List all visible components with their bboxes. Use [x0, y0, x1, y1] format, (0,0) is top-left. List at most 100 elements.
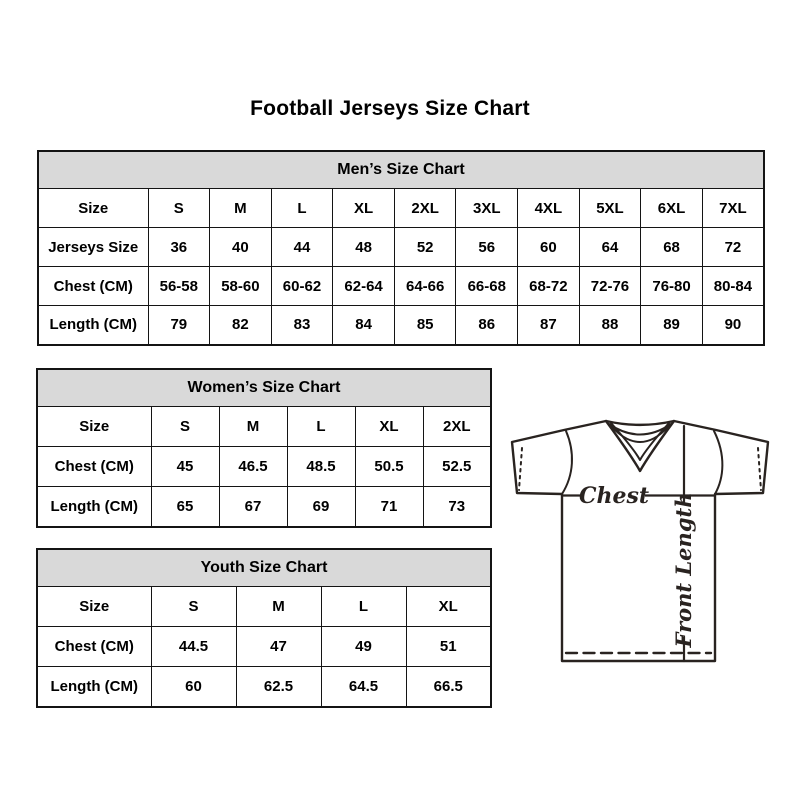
table-row: Chest (CM) 45 46.5 48.5 50.5 52.5 [36, 446, 492, 487]
value-cell: 71 [354, 486, 424, 527]
value-cell: 3XL [455, 188, 519, 228]
value-cell: 88 [578, 305, 642, 345]
value-cell: 5XL [578, 188, 642, 228]
value-cell: 52.5 [422, 446, 492, 487]
table-title-row: Women’s Size Chart [36, 368, 492, 407]
value-cell: 56 [455, 227, 519, 267]
row-header-cell: Size [37, 188, 149, 228]
table-title-row: Men’s Size Chart [37, 150, 765, 189]
value-cell: 68 [640, 227, 703, 267]
womens-size-table: Women’s Size Chart Size S M L XL 2XL Chest (CM)… [36, 368, 492, 528]
value-cell: 60-62 [270, 266, 334, 306]
value-cell: L [270, 188, 334, 228]
value-cell: 85 [393, 305, 457, 345]
row-header-cell: Length (CM) [36, 666, 152, 707]
front-length-label-backplate [673, 503, 695, 637]
value-cell: 60 [150, 666, 237, 707]
value-cell: 58-60 [209, 266, 272, 306]
value-cell: 82 [209, 305, 272, 345]
value-cell: 76-80 [640, 266, 703, 306]
value-cell: 80-84 [701, 266, 765, 306]
row-header-cell: Size [36, 586, 152, 627]
value-cell: 72-76 [578, 266, 642, 306]
table-row: Jerseys Size 36 40 44 48 52 56 60 64 68 72 [37, 227, 765, 267]
value-cell: 64 [578, 227, 642, 267]
table-row: Size S M L XL 2XL 3XL 4XL 5XL 6XL 7XL [37, 188, 765, 228]
table-row: Size S M L XL [36, 586, 492, 627]
right-cuff-stitch-line [757, 447, 762, 491]
value-cell: 66-68 [455, 266, 519, 306]
value-cell: 62.5 [235, 666, 322, 707]
value-cell: 56-58 [147, 266, 211, 306]
value-cell: 44 [270, 227, 334, 267]
value-cell: 50.5 [354, 446, 424, 487]
value-cell: 4XL [517, 188, 580, 228]
value-cell: 69 [286, 486, 356, 527]
chest-label-backplate [583, 484, 645, 506]
row-header-cell: Chest (CM) [36, 446, 152, 487]
value-cell: 90 [701, 305, 765, 345]
value-cell: XL [405, 586, 492, 627]
value-cell: L [286, 406, 356, 447]
value-cell: 48.5 [286, 446, 356, 487]
row-header-cell: Length (CM) [36, 486, 152, 527]
row-header-cell: Jerseys Size [37, 227, 149, 267]
collar-back-curve-2 [611, 426, 669, 443]
table-row: Chest (CM) 44.5 47 49 51 [36, 626, 492, 667]
table-title-row: Youth Size Chart [36, 548, 492, 587]
jersey-illustration: Chest Front Length [510, 419, 770, 663]
value-cell: 45 [150, 446, 220, 487]
value-cell: M [218, 406, 288, 447]
value-cell: 89 [640, 305, 703, 345]
value-cell: 36 [147, 227, 211, 267]
row-header-cell: Chest (CM) [37, 266, 149, 306]
value-cell: 86 [455, 305, 519, 345]
value-cell: 72 [701, 227, 765, 267]
row-header-cell: Length (CM) [37, 305, 149, 345]
left-sleeve-seam [561, 430, 573, 495]
table-row: Length (CM) 79 82 83 84 85 86 87 88 89 90 [37, 305, 765, 345]
value-cell: 68-72 [517, 266, 580, 306]
value-cell: S [150, 586, 237, 627]
right-sleeve-seam [713, 430, 724, 495]
page-title: Football Jerseys Size Chart [250, 97, 530, 120]
mens-size-table: Men’s Size Chart Size S M L XL 2XL 3XL 4XL 5XL 6XL… [37, 150, 765, 346]
table-row: Chest (CM) 56-58 58-60 60-62 62-64 64-66 66-68… [37, 266, 765, 306]
table-row: Length (CM) 60 62.5 64.5 66.5 [36, 666, 492, 707]
value-cell: 66.5 [405, 666, 492, 707]
value-cell: 79 [147, 305, 211, 345]
front-length-label: Front Length [671, 493, 696, 649]
value-cell: 64.5 [320, 666, 407, 707]
vneck-outer-line [604, 419, 676, 473]
value-cell: S [150, 406, 220, 447]
value-cell: XL [354, 406, 424, 447]
row-header-cell: Size [36, 406, 152, 447]
value-cell: 84 [332, 305, 395, 345]
table-title: Youth Size Chart [36, 548, 492, 587]
value-cell: 2XL [393, 188, 457, 228]
value-cell: 2XL [422, 406, 492, 447]
value-cell: 49 [320, 626, 407, 667]
value-cell: 6XL [640, 188, 703, 228]
value-cell: 65 [150, 486, 220, 527]
value-cell: 44.5 [150, 626, 237, 667]
left-cuff-stitch-line [518, 447, 523, 491]
value-cell: 73 [422, 486, 492, 527]
youth-size-table: Youth Size Chart Size S M L XL Chest (CM) 44.5 4… [36, 548, 492, 708]
table-row: Length (CM) 65 67 69 71 73 [36, 486, 492, 527]
value-cell: 51 [405, 626, 492, 667]
value-cell: 64-66 [393, 266, 457, 306]
value-cell: S [147, 188, 211, 228]
value-cell: 40 [209, 227, 272, 267]
jersey-measurement-diagram: Chest Front Length [500, 400, 780, 680]
table-title: Women’s Size Chart [36, 368, 492, 407]
value-cell: 60 [517, 227, 580, 267]
table-row: Size S M L XL 2XL [36, 406, 492, 447]
value-cell: M [235, 586, 322, 627]
vneck-inner-line [610, 422, 670, 461]
value-cell: L [320, 586, 407, 627]
value-cell: M [209, 188, 272, 228]
value-cell: 67 [218, 486, 288, 527]
value-cell: 87 [517, 305, 580, 345]
